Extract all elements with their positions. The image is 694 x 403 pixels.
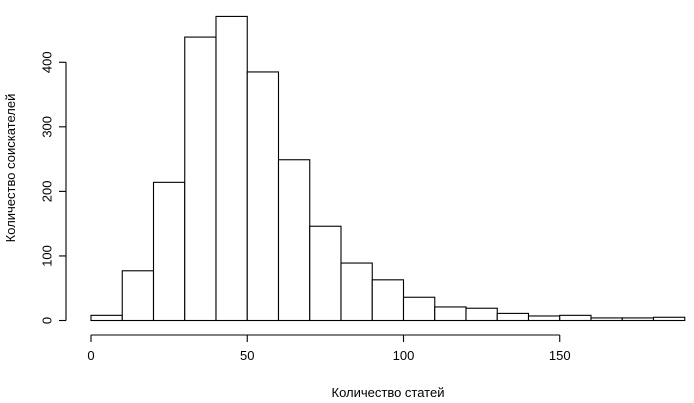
histogram-bar [277,159,311,322]
x-axis: 0 50 100 150 [87,334,571,363]
histogram-bar [371,279,405,322]
histogram-bar [340,262,373,322]
x-tick-label: 150 [549,348,571,363]
histogram-bar [496,312,530,322]
histogram-bar [309,225,342,322]
y-axis: 0 100 200 300 400 [40,51,67,324]
x-tick-label: 100 [393,348,415,363]
histogram-bar [402,296,436,322]
y-tick-label: 0 [40,317,55,324]
histogram-bar [590,317,623,322]
histogram-bar [652,316,686,322]
x-axis-title: Количество статей [332,385,445,400]
histogram-bars [90,15,686,322]
x-tick-label: 50 [240,348,254,363]
histogram-bar [215,15,248,322]
y-tick-label: 200 [40,181,55,203]
histogram-bar [246,71,280,322]
histogram-bar [121,270,155,322]
x-tick-label: 0 [87,348,94,363]
y-tick-label: 400 [40,51,55,73]
histogram-bar [184,36,217,322]
histogram-bar [90,314,123,322]
y-tick-label: 300 [40,116,55,138]
histogram-bar [527,315,561,322]
histogram-bar [434,306,467,322]
histogram-bar [152,181,186,322]
histogram-bar [621,317,655,322]
histogram-bar [559,314,592,322]
histogram-bar [465,307,498,322]
y-axis-title: Количество соискателей [3,94,18,243]
y-tick-label: 100 [40,245,55,267]
